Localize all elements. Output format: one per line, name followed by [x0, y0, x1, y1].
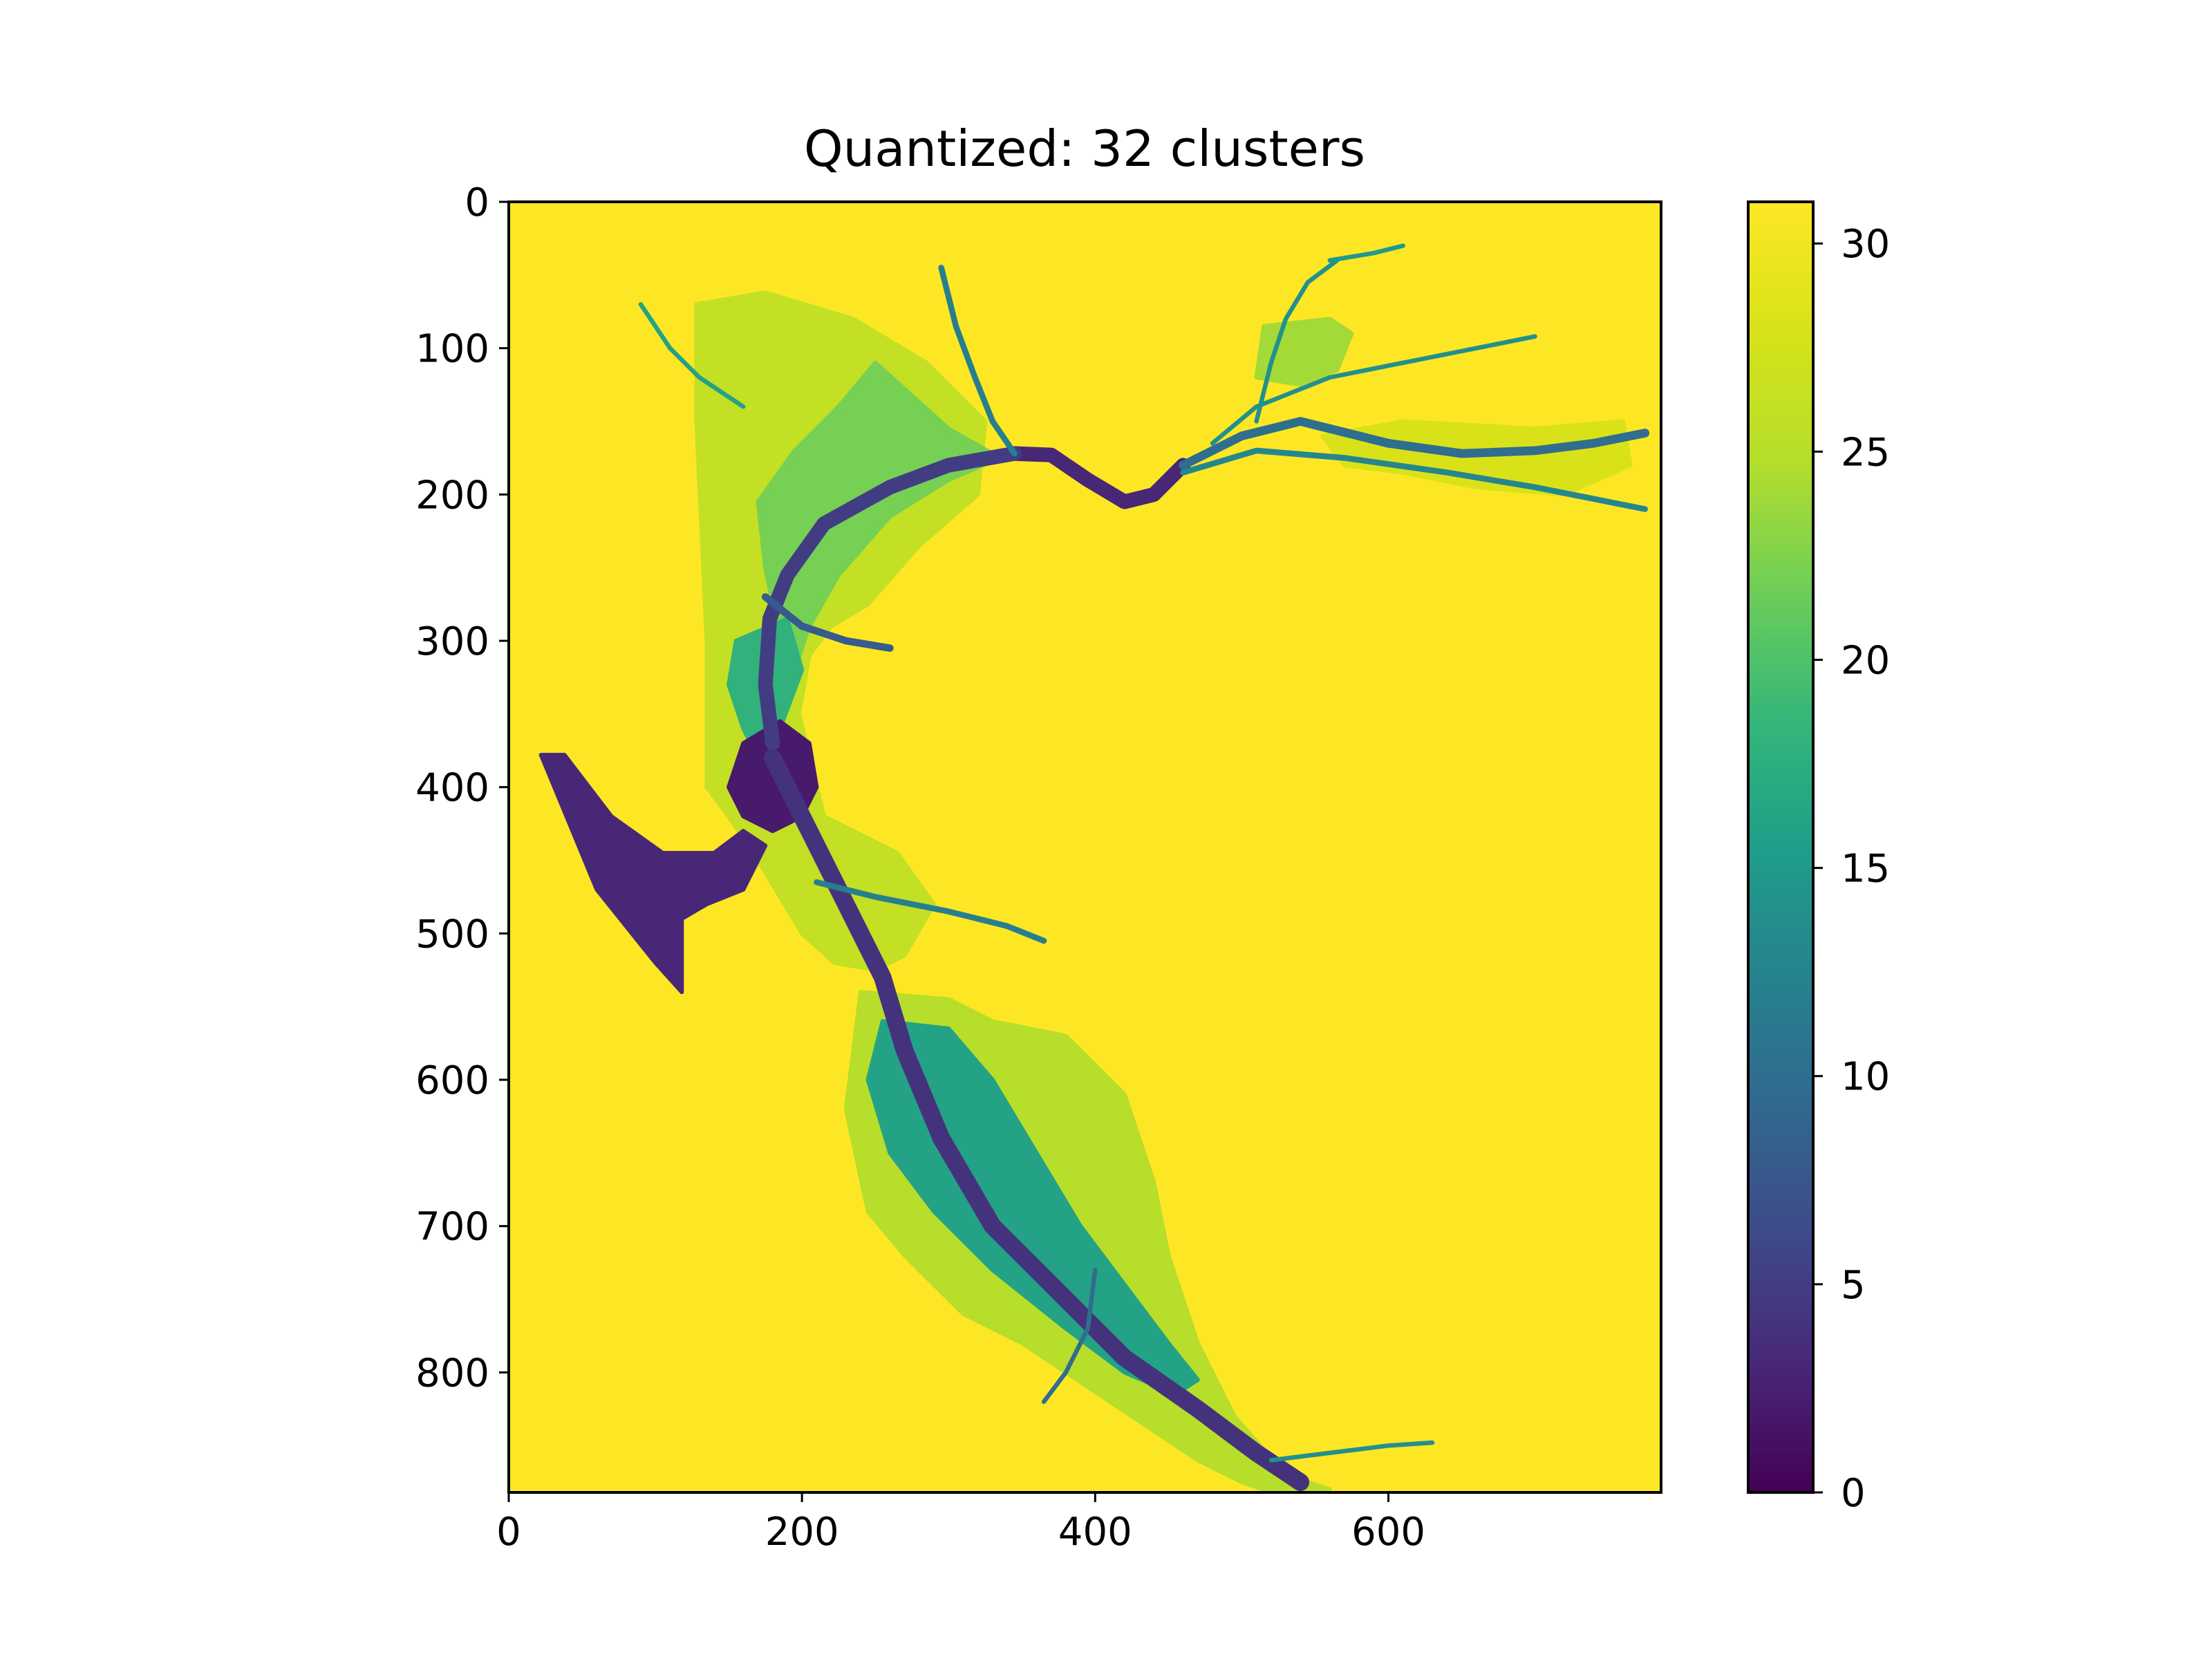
- heatmap-channel-7: [1254, 258, 1340, 424]
- heatmap-channel-1: [758, 446, 1022, 751]
- y-tick-label: 300: [415, 619, 489, 664]
- heatmap-channel-5: [1210, 334, 1537, 446]
- colorbar-tick-label: 20: [1841, 638, 1890, 683]
- colorbar-tick-label: 10: [1841, 1055, 1890, 1100]
- plot-frame: [507, 200, 1662, 1494]
- heatmap-channels: [638, 243, 1650, 1491]
- y-tick-label: 700: [415, 1205, 489, 1250]
- heatmap-region-7: [538, 753, 768, 995]
- y-tick-label: 800: [415, 1351, 489, 1396]
- heatmap-channel-9: [638, 302, 746, 409]
- y-tick-label: 0: [465, 180, 489, 225]
- x-tick-label: 0: [496, 1510, 521, 1555]
- y-tick-label: 600: [415, 1058, 489, 1103]
- y-tick-label: 500: [415, 912, 489, 957]
- heatmap-channel-13: [1268, 1440, 1435, 1463]
- x-tick-label: 600: [1351, 1510, 1425, 1555]
- heatmap-channel-6: [938, 265, 1018, 457]
- heatmap-region-5: [865, 1019, 1200, 1397]
- y-tick-label: 100: [415, 327, 489, 372]
- y-tick-label: 200: [415, 473, 489, 518]
- colorbar-tick-label: 5: [1841, 1263, 1866, 1308]
- x-tick-label: 200: [765, 1510, 839, 1555]
- heatmap-plot-area: [507, 200, 1662, 1494]
- heatmap-channel-8: [1327, 243, 1405, 263]
- x-tick-label: 400: [1058, 1510, 1132, 1555]
- colorbar-tick-label: 30: [1841, 222, 1890, 267]
- heatmap-channel-11: [761, 593, 894, 652]
- heatmap-channel-4: [1180, 447, 1648, 512]
- x-axis: 0 200 400 600: [496, 1492, 1425, 1555]
- colorbar-tick-label: 25: [1841, 430, 1890, 475]
- colorbar-gradient: [1747, 200, 1815, 1494]
- heatmap-region-3: [1320, 419, 1633, 497]
- y-axis: 0 100 200 300 400 500 600 700 800: [415, 180, 509, 1396]
- heatmap-channel-0: [1007, 446, 1191, 509]
- chart-title: Quantized: 32 clusters: [804, 120, 1365, 178]
- colorbar: 0 5 10 15 20 25 30: [1747, 200, 1890, 1516]
- heatmap-channel-3: [1179, 417, 1650, 470]
- heatmap-channel-12: [1041, 1267, 1098, 1405]
- colorbar-ticks: 0 5 10 15 20 25 30: [1813, 222, 1890, 1516]
- colorbar-tick-label: 15: [1841, 847, 1890, 892]
- y-tick-label: 400: [415, 766, 489, 811]
- colorbar-tick-label: 0: [1841, 1471, 1866, 1516]
- heatmap-channel-2: [764, 749, 1310, 1491]
- heatmap-regions: [538, 290, 1633, 1492]
- heatmap-channel-10: [814, 879, 1047, 944]
